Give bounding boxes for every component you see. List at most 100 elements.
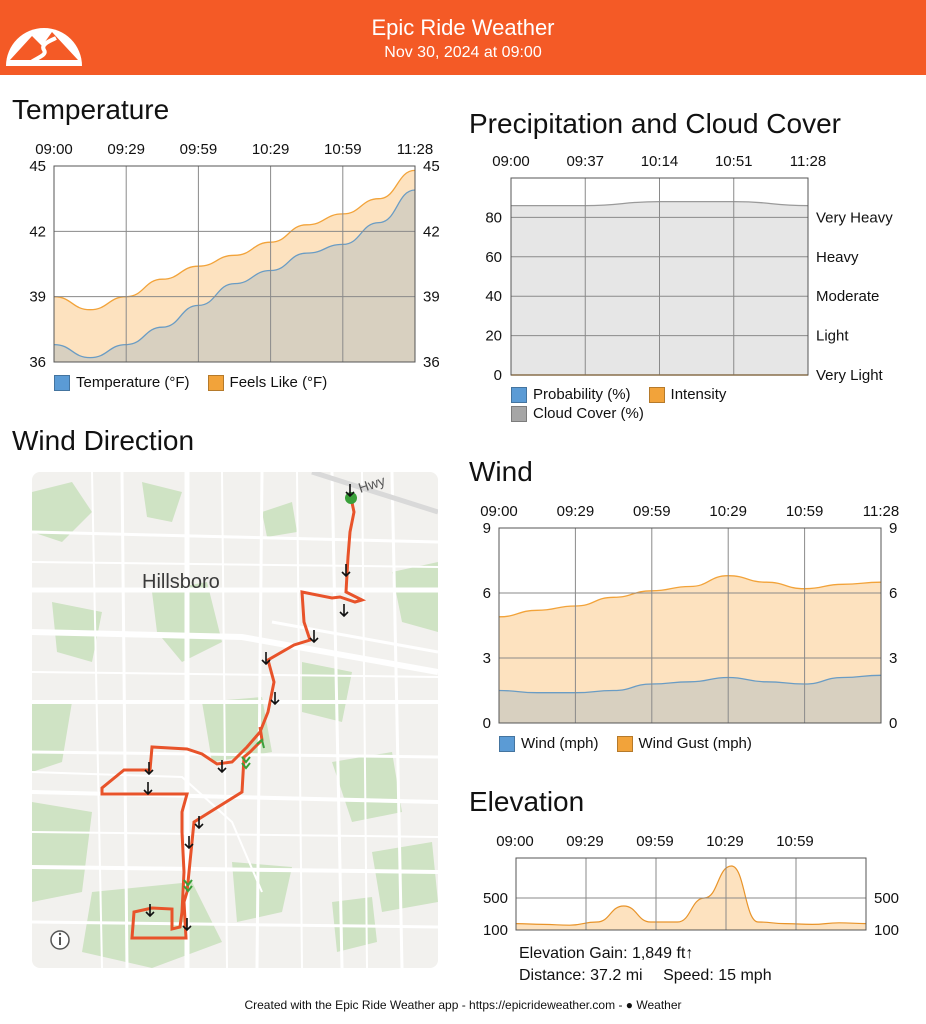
elev-line: [515, 865, 867, 926]
legend-swatch-intensity: [648, 386, 665, 403]
elev-time-label: 09:00: [496, 833, 534, 850]
temp-y-label-right: 45: [423, 158, 440, 175]
wind-arrows: [143, 484, 355, 932]
elev-area: [516, 866, 866, 930]
precip-time-label: 09:37: [566, 153, 604, 170]
wind-plot-border: [498, 527, 882, 724]
precip-intensity-label: Very Heavy: [816, 209, 893, 226]
temp-time-label: 09:00: [35, 141, 73, 158]
legend-item-cloud-cover: Cloud Cover (%): [511, 405, 644, 422]
precip-cloud-area: [511, 201, 808, 375]
precip-cloud-line: [511, 200, 809, 207]
temp-y-label: 39: [29, 289, 46, 306]
precip-time-label: 10:14: [641, 153, 679, 170]
precip-intensity-label: Heavy: [816, 249, 859, 266]
wind-y-label: 3: [483, 650, 491, 667]
legend-item-probability: Probability (%): [511, 386, 631, 403]
legend-swatch-wind: [499, 735, 515, 752]
wind-y-label: 6: [483, 585, 491, 602]
app-title: Epic Ride Weather: [371, 15, 555, 40]
temp-y-label-right: 36: [423, 354, 440, 371]
precip-time-label: 09:00: [492, 153, 530, 170]
temp-y-label: 45: [29, 158, 46, 175]
legend-swatch-cloud-cover: [511, 405, 527, 422]
route-map[interactable]: Hillsboro Hwy: [32, 472, 438, 968]
speed-value: Speed: 15 mph: [663, 967, 772, 984]
elev-y-label: 100: [483, 922, 508, 939]
elev-plot-bg: [516, 858, 866, 930]
temp-plot-border: [53, 165, 416, 363]
info-icon[interactable]: [50, 930, 70, 950]
precip-time-label: 10:51: [715, 153, 753, 170]
elev-y-label: 500: [483, 890, 508, 907]
temp-time-label: 09:29: [107, 141, 145, 158]
wind-area-1: [499, 575, 881, 723]
temp-y-label: 42: [29, 223, 46, 240]
temp-time-label: 10:59: [324, 141, 362, 158]
elev-time-label: 09:59: [636, 833, 674, 850]
footer-text: Created with the Epic Ride Weather app -…: [244, 998, 626, 1012]
elev-y-label-right: 100: [874, 922, 899, 939]
legend-label-cloud-cover: Cloud Cover (%): [533, 405, 644, 422]
distance-value: Distance: 37.2 mi: [519, 967, 643, 984]
legend-label-wind-gust: Wind Gust (mph): [638, 735, 752, 752]
legend-swatch-temperature: [54, 374, 70, 391]
ride-stats: Elevation Gain: 1,849 ft↑ Distance: 37.2…: [519, 943, 772, 987]
wind-y-label-right: 3: [889, 650, 897, 667]
legend-item-intensity: Intensity: [648, 386, 726, 403]
precip-y-label: 20: [485, 328, 502, 345]
precip-plot-bg: [511, 178, 808, 375]
temp-y-label-right: 42: [423, 223, 440, 240]
legend-item-temperature: Temperature (°F): [54, 374, 190, 391]
elev-y-label-right: 500: [874, 890, 899, 907]
wind-time-label: 11:28: [863, 503, 899, 520]
precip-y-label: 80: [485, 209, 502, 226]
elev-time-label: 10:59: [776, 833, 814, 850]
direction-chevrons: [183, 738, 265, 893]
elev-time-label: 09:29: [566, 833, 604, 850]
wind-legend: Wind (mph) Wind Gust (mph): [499, 735, 752, 752]
apple-logo-icon: ●: [625, 998, 634, 1012]
temp-line-0: [53, 189, 416, 359]
wind-area-0: [499, 675, 881, 723]
wind-time-label: 10:29: [709, 503, 747, 520]
precip-intensity-label: Very Light: [816, 367, 884, 384]
precip-y-label: 40: [485, 288, 502, 305]
precipitation-legend: Probability (%) Intensity Cloud Cover (%…: [511, 386, 841, 422]
elev-plot-border: [515, 857, 867, 931]
ride-stats-row: Distance: 37.2 mi Speed: 15 mph: [519, 965, 772, 987]
precip-plot-border: [510, 177, 809, 376]
wind-y-label: 0: [483, 715, 491, 732]
map-canvas: [32, 472, 438, 968]
precip-intensity-label: Light: [816, 328, 849, 345]
temp-plot-frame: [53, 165, 416, 363]
wind-plot-frame: [498, 527, 882, 724]
legend-swatch-wind-gust: [616, 735, 633, 752]
elevation-title: Elevation: [469, 786, 585, 817]
park-areas: [32, 482, 438, 968]
temp-time-label: 11:28: [397, 141, 433, 158]
footer-credit: Created with the Epic Ride Weather app -…: [0, 998, 926, 1012]
legend-swatch-feels-like: [207, 374, 224, 391]
mountain-road-logo-icon: [6, 28, 82, 66]
wind-y-label-right: 6: [889, 585, 897, 602]
temperature-legend: Temperature (°F) Feels Like (°F): [54, 374, 327, 391]
legend-label-probability: Probability (%): [533, 386, 631, 403]
wind-time-label: 09:59: [633, 503, 671, 520]
wind-time-label: 09:29: [557, 503, 595, 520]
elevation-gain: Elevation Gain: 1,849 ft↑: [519, 945, 694, 962]
temp-y-label: 36: [29, 354, 46, 371]
wind-y-label: 9: [483, 520, 491, 537]
precip-y-label: 60: [485, 249, 502, 266]
legend-item-feels-like: Feels Like (°F): [207, 374, 327, 391]
route-line: [100, 497, 367, 940]
temp-area-0: [54, 190, 415, 362]
temperature-title: Temperature: [12, 94, 170, 125]
map-city-label: Hillsboro: [142, 571, 220, 593]
wind-direction-title: Wind Direction: [12, 425, 195, 456]
precip-intensity-label: Moderate: [816, 288, 879, 305]
wind-time-label: 09:00: [480, 503, 518, 520]
app-header: Epic Ride Weather Nov 30, 2024 at 09:00: [0, 0, 926, 75]
temp-y-label-right: 39: [423, 289, 440, 306]
wind-line-1: [498, 575, 882, 618]
